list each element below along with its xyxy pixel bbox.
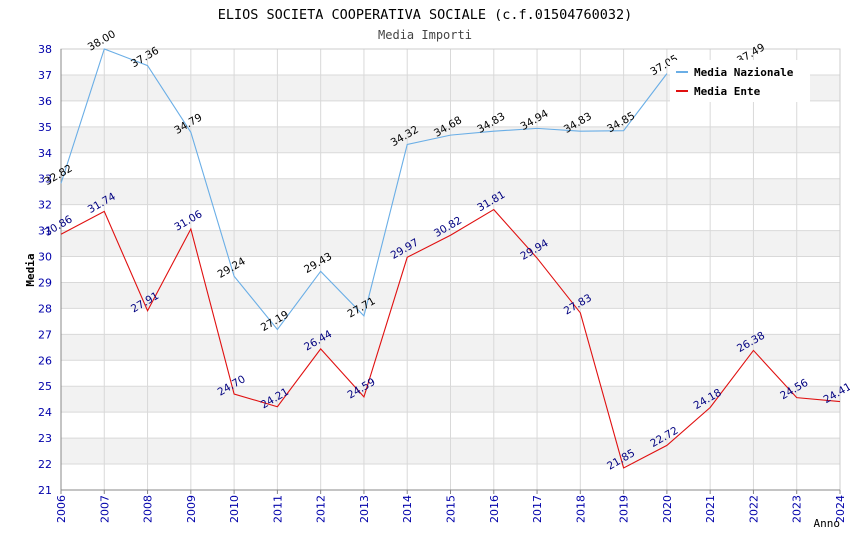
data-label: 38.00 [86, 28, 118, 53]
y-tick-label: 34 [38, 147, 52, 160]
series-line-media-ente [60, 208, 841, 469]
y-tick-label: 30 [38, 251, 52, 264]
data-label: 37.36 [129, 45, 161, 71]
y-tick-label: 32 [38, 199, 52, 212]
y-tick-label: 37 [38, 69, 52, 82]
x-tick-labels: 2006 2007 2008 2009 2010 2011 2012 2013 2014 2015… [55, 495, 847, 523]
x-tick-label: 2010 [228, 495, 241, 523]
data-label: 31.06 [172, 208, 204, 234]
y-tick-label: 22 [38, 458, 52, 471]
y-tick-label: 36 [38, 95, 52, 108]
y-tick-label: 24 [38, 406, 52, 419]
grid-lines [60, 48, 841, 491]
x-tick-label: 2016 [488, 495, 501, 523]
x-tick-label: 2021 [704, 495, 717, 523]
x-tick-label: 2022 [747, 495, 760, 523]
legend-box [670, 60, 810, 102]
y-tick-label: 35 [38, 121, 52, 134]
data-label: 29.24 [216, 255, 248, 281]
y-tick-labels: 21 22 23 24 25 26 27 28 29 30 31 32 33 34 35 36 37 38 [38, 43, 52, 497]
y-tick-label: 21 [38, 484, 52, 497]
legend: Media Nazionale Media Ente [670, 60, 810, 102]
x-axis-label: Anno [814, 517, 841, 530]
x-tick-label: 2012 [315, 495, 328, 523]
x-tick-label: 2008 [142, 495, 155, 523]
y-tick-label: 31 [38, 225, 52, 238]
y-tick-label: 26 [38, 354, 52, 367]
x-tick-label: 2011 [271, 495, 284, 523]
x-tick-label: 2006 [55, 495, 68, 523]
x-tick-label: 2019 [618, 495, 631, 523]
y-tick-label: 33 [38, 173, 52, 186]
legend-entry: Media Nazionale [694, 66, 794, 79]
chart-title: ELIOS SOCIETA COOPERATIVA SOCIALE (c.f.0… [218, 7, 633, 23]
series-lines [60, 49, 841, 469]
x-tick-label: 2013 [358, 495, 371, 523]
x-tick-label: 2017 [531, 495, 544, 523]
chart-subtitle: Media Importi [378, 28, 472, 42]
x-tick-label: 2020 [661, 495, 674, 523]
x-tick-label: 2014 [401, 495, 414, 523]
x-tick-label: 2015 [445, 495, 458, 523]
x-tick-label: 2023 [791, 495, 804, 523]
axes [60, 49, 841, 494]
y-tick-label: 27 [38, 328, 52, 341]
y-tick-label: 25 [38, 380, 52, 393]
y-tick-label: 28 [38, 302, 52, 315]
x-tick-label: 2018 [574, 495, 587, 523]
x-tick-label: 2024 [834, 495, 847, 523]
x-tick-label: 2009 [185, 495, 198, 523]
y-tick-label: 29 [38, 276, 52, 289]
y-tick-label: 38 [38, 43, 52, 56]
y-tick-label: 23 [38, 432, 52, 445]
y-axis-label: Media [24, 253, 37, 286]
legend-entry: Media Ente [694, 85, 761, 98]
x-tick-label: 2007 [98, 495, 111, 523]
